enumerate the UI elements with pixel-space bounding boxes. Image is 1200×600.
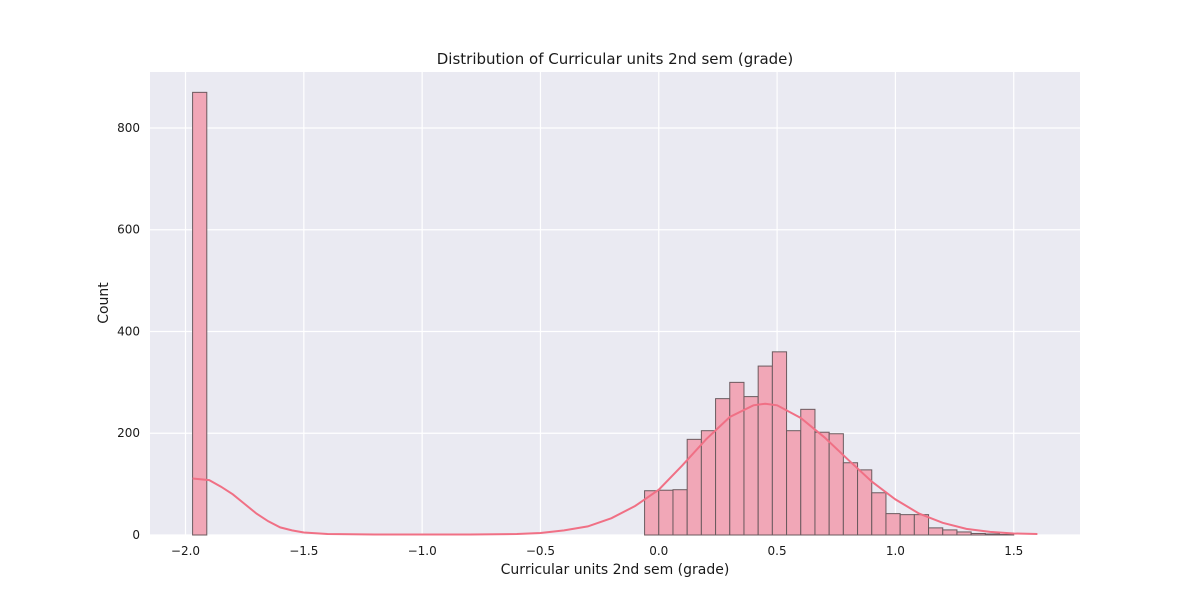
- x-tick-label: −2.0: [171, 544, 200, 558]
- x-tick-label: 1.0: [886, 544, 905, 558]
- histogram-bar: [700, 430, 717, 536]
- histogram-bar: [658, 489, 674, 536]
- histogram-bar: [814, 431, 830, 536]
- histogram-bar: [984, 533, 1001, 536]
- kde-line: [192, 402, 1038, 536]
- histogram-bar: [970, 532, 986, 536]
- y-tick-label: 200: [117, 426, 140, 440]
- histogram-bar: [942, 529, 958, 536]
- x-tick-label: −0.5: [526, 544, 555, 558]
- y-tick-label: 800: [117, 121, 140, 135]
- y-tick-label: 600: [117, 223, 140, 237]
- histogram-bar: [928, 527, 944, 536]
- x-tick-label: 0.5: [768, 544, 787, 558]
- x-axis-ticks: −2.0 −1.5 −1.0 −0.5 0.0 0.5 1.0 1.5: [171, 544, 1023, 558]
- histogram-bar: [192, 91, 208, 536]
- histogram-bar: [842, 462, 859, 536]
- x-tick-label: 1.5: [1004, 544, 1023, 558]
- histogram-bar: [956, 531, 972, 536]
- histogram-bar: [771, 351, 788, 536]
- histogram-bar: [757, 365, 773, 536]
- histogram-bars: [192, 91, 1015, 536]
- histogram-bar: [743, 396, 759, 536]
- y-tick-label: 400: [117, 324, 140, 338]
- histogram-bar: [913, 514, 930, 536]
- histogram-bar: [729, 381, 745, 536]
- histogram-bar: [899, 514, 915, 536]
- y-tick-label: 0: [132, 528, 140, 542]
- histogram-bar: [885, 513, 901, 536]
- grid: [150, 72, 1080, 536]
- y-axis-ticks: 0 200 400 600 800: [117, 121, 140, 542]
- x-tick-label: −1.0: [408, 544, 437, 558]
- histogram-bar: [786, 430, 802, 536]
- plot-area: [150, 72, 1080, 535]
- histogram-bar: [871, 492, 887, 536]
- chart-title: Distribution of Curricular units 2nd sem…: [437, 50, 794, 68]
- x-tick-label: 0.0: [649, 544, 668, 558]
- x-tick-label: −1.5: [289, 544, 318, 558]
- histogram-bar: [672, 489, 688, 536]
- histogram-bar: [999, 533, 1015, 536]
- x-axis-label: Curricular units 2nd sem (grade): [501, 562, 730, 578]
- y-axis-label: Count: [96, 282, 112, 324]
